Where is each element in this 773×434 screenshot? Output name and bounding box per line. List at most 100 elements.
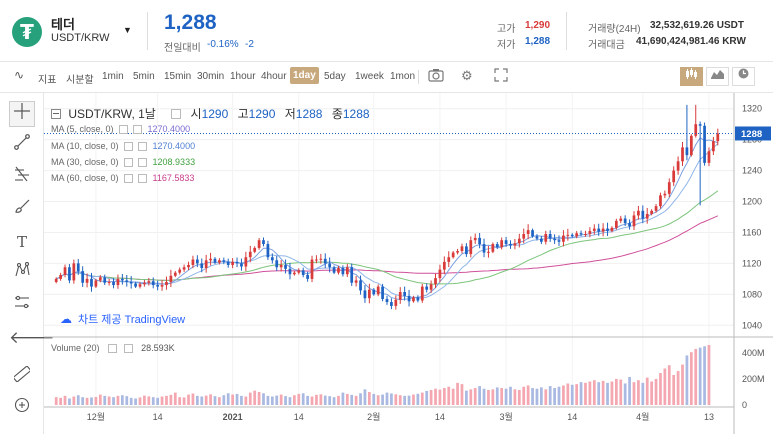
candle-body (204, 260, 208, 269)
candle-chart-icon[interactable] (680, 67, 703, 86)
ma5-legend[interactable]: MA (5, close, 0) 1270.4000 (51, 124, 191, 135)
candle-body (147, 281, 151, 283)
volume-bar (420, 392, 424, 405)
cursor-icon[interactable] (9, 101, 35, 127)
interval-1hour[interactable]: 1hour (230, 71, 256, 82)
settings-icon[interactable] (123, 174, 133, 184)
trend-line-icon[interactable] (9, 133, 35, 159)
volume-bar (641, 382, 645, 405)
chart-type-icon[interactable] (732, 67, 755, 86)
close-icon[interactable] (137, 174, 147, 184)
volume-bar (645, 377, 649, 405)
divider (566, 12, 567, 50)
volume-bar (703, 346, 706, 405)
interval-1min[interactable]: 1min (102, 71, 124, 82)
volume-bar (553, 388, 556, 405)
candle-body (94, 280, 98, 287)
ma10-legend[interactable]: MA (10, close, 0) 1270.4000 (51, 141, 196, 152)
volume-bar (165, 395, 168, 405)
settings-icon[interactable] (118, 125, 128, 135)
volume-bar (54, 397, 58, 405)
back-arrow-icon[interactable]: 🡐 (9, 328, 55, 347)
close-value: 1288 (342, 107, 370, 121)
volume-legend[interactable]: Volume (20) 28.593K (51, 343, 175, 354)
candle-body (315, 259, 318, 261)
interval-30min[interactable]: 30min (197, 71, 225, 82)
candle-body (650, 210, 654, 214)
coin-pair[interactable]: USDT/KRW (51, 32, 110, 44)
volume-bar (491, 389, 495, 405)
interval-1mon[interactable]: 1mon (390, 71, 416, 82)
zoom-in-icon[interactable] (9, 396, 35, 422)
low-label: 저 (284, 107, 296, 121)
measure-icon[interactable] (9, 293, 35, 319)
volume-bar (143, 395, 146, 405)
candle-body (606, 228, 609, 231)
candle-body (103, 277, 107, 283)
candle-body (390, 302, 393, 306)
text-icon[interactable]: T (16, 233, 27, 251)
candle-body (284, 264, 287, 269)
candle-body (381, 286, 384, 299)
brush-icon[interactable] (9, 197, 35, 223)
interval-15min[interactable]: 15min (164, 71, 192, 82)
candle-body (623, 218, 627, 224)
indicator-button[interactable]: 지표 (38, 75, 57, 86)
volume-bar (557, 386, 561, 405)
pattern-icon[interactable] (9, 261, 35, 287)
volume-bar (235, 393, 239, 405)
close-icon[interactable] (137, 142, 147, 152)
settings-icon[interactable] (171, 109, 182, 119)
close-icon[interactable] (132, 125, 142, 135)
volume-bar (650, 381, 654, 405)
candle-body (588, 230, 592, 235)
volume-bar (438, 389, 442, 405)
symbol-title: USDT/KRW, 1날 시1290 고1290 저1288 종1288 (51, 105, 370, 122)
candle-body (244, 257, 248, 267)
candle-body (420, 286, 424, 301)
camera-icon[interactable] (428, 68, 444, 85)
volume-bar (522, 386, 526, 405)
ruler-icon[interactable] (9, 365, 35, 391)
time-tick-label: 2021 (223, 412, 243, 422)
candle-body (200, 263, 204, 269)
volume-bar (403, 395, 407, 405)
area-chart-icon[interactable] (706, 67, 729, 86)
fib-icon[interactable] (9, 165, 35, 191)
settings-icon[interactable] (123, 142, 133, 152)
candle-body (306, 275, 309, 279)
volume-bar (447, 386, 451, 405)
interval-5day[interactable]: 5day (324, 71, 346, 82)
coin-name[interactable]: 테더 (51, 17, 75, 32)
candle-body (275, 260, 279, 268)
interval-1week[interactable]: 1week (355, 71, 384, 82)
candle-body (712, 141, 715, 152)
candle-body (465, 246, 468, 255)
collapse-icon[interactable] (51, 109, 61, 119)
volume-bar (328, 396, 332, 405)
chevron-down-icon[interactable]: ▼ (123, 25, 132, 35)
interval-1day[interactable]: 1day (290, 67, 319, 84)
candle-body (645, 213, 649, 219)
tradingview-brand[interactable]: ☁ 차트 제공 TradingView (60, 312, 186, 326)
settings-icon[interactable] (123, 158, 133, 168)
indicator-icon[interactable]: ∿ (14, 68, 25, 82)
volume-bar (566, 383, 570, 405)
close-icon[interactable] (123, 344, 133, 354)
gear-icon[interactable]: ⚙ (461, 68, 473, 83)
settings-icon[interactable] (108, 344, 118, 354)
time-split-button[interactable]: 시분할 (66, 75, 94, 86)
interval-5min[interactable]: 5min (133, 71, 155, 82)
ma30-legend[interactable]: MA (30, close, 0) 1208.9333 (51, 157, 196, 168)
ma60-legend[interactable]: MA (60, close, 0) 1167.5833 (51, 173, 195, 184)
candle-body (451, 252, 455, 258)
volume-bar (293, 395, 296, 405)
close-icon[interactable] (137, 158, 147, 168)
fullscreen-icon[interactable] (494, 68, 508, 85)
volume-bar (332, 397, 336, 405)
price-tick-label: 1040 (742, 320, 762, 330)
volume-bar (195, 395, 199, 405)
candle-body (143, 282, 146, 285)
interval-4hour[interactable]: 4hour (261, 71, 287, 82)
price-chart[interactable]: 104010801120116012001240128013200200M400… (44, 93, 773, 434)
